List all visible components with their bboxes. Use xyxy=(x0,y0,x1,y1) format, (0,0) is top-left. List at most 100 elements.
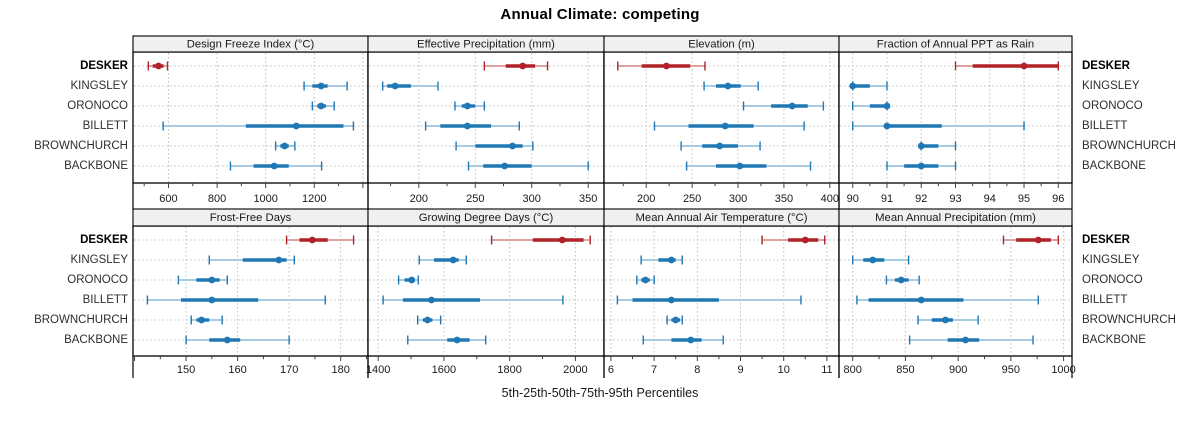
interval-row-billett xyxy=(616,295,802,305)
interval-row-kingsley xyxy=(703,81,759,91)
axis-tick-label: 1800 xyxy=(497,364,521,376)
axis-tick-label: 300 xyxy=(729,193,747,205)
panel-mean-annual-air-temperature-c: Mean Annual Air Temperature (°C) 6 7 8 9 10 11 xyxy=(603,208,840,378)
panel-body xyxy=(838,225,1073,357)
median-point xyxy=(463,122,471,130)
panel-title: Frost-Free Days xyxy=(210,212,292,224)
interval-row-billett xyxy=(424,121,521,131)
interval-row-oronoco xyxy=(636,275,655,285)
interval-row-desker xyxy=(490,235,591,245)
interval-row-backbone xyxy=(229,161,323,171)
axis-tick-label: 8 xyxy=(694,364,700,376)
median-point xyxy=(942,316,949,324)
median-point xyxy=(788,102,796,110)
axis-tick-label: 92 xyxy=(915,193,927,205)
site-label-right-oronoco-row0: ORONOCO xyxy=(1082,100,1143,112)
panel-header xyxy=(838,35,1073,53)
axis-tick-label: 95 xyxy=(1018,193,1030,205)
panel-title: Mean Annual Air Temperature (°C) xyxy=(636,212,808,224)
axis-tick-label: 170 xyxy=(280,364,298,376)
panel-title: Effective Precipitation (mm) xyxy=(417,39,555,51)
median-point xyxy=(1034,236,1042,244)
axis-tick-label: 94 xyxy=(984,193,996,205)
interval-row-billett xyxy=(856,295,1039,305)
panel-title: Design Freeze Index (°C) xyxy=(187,39,315,51)
interval-row-brownchurch xyxy=(666,315,683,325)
axis-tick-label: 180 xyxy=(332,364,350,376)
axis-tick-label: 10 xyxy=(778,364,790,376)
median-point xyxy=(869,256,877,264)
interval-row-oronoco xyxy=(742,101,825,111)
median-point xyxy=(155,62,162,70)
median-point xyxy=(208,276,216,284)
site-label-right-oronoco-row1: ORONOCO xyxy=(1082,274,1143,286)
site-label-left-kingsley-row1: KINGSLEY xyxy=(70,254,128,266)
median-point xyxy=(198,316,205,324)
panel-frost-free-days: Frost-Free Days 150 160 170 180 xyxy=(132,208,369,378)
median-point xyxy=(962,336,969,344)
median-point xyxy=(883,122,891,130)
axis-tick-label: 350 xyxy=(579,193,597,205)
interval-row-desker xyxy=(285,235,355,245)
percentiles-caption: 5th-25th-50th-75th-95th Percentiles xyxy=(501,386,699,400)
site-label-left-desker-row1: DESKER xyxy=(80,234,129,246)
interval-row-billett xyxy=(653,121,805,131)
figure-title: Annual Climate: competing xyxy=(500,6,700,23)
panel-body xyxy=(132,225,369,357)
panel-title: Fraction of Annual PPT as Rain xyxy=(877,39,1034,51)
interval-row-oronoco xyxy=(885,275,920,285)
axis-tick-label: 400 xyxy=(821,193,839,205)
median-point xyxy=(917,296,925,304)
median-point xyxy=(721,122,729,130)
median-point xyxy=(208,296,216,304)
panel-elevation-m: Elevation (m) 200 250 300 350 400 xyxy=(603,35,840,209)
site-label-right-kingsley-row0: KINGSLEY xyxy=(1082,80,1140,92)
axis-tick-label: 1000 xyxy=(1051,364,1075,376)
median-point xyxy=(849,82,857,90)
interval-row-backbone xyxy=(908,335,1034,345)
axis-tick-label: 250 xyxy=(683,193,701,205)
axis-tick-label: 96 xyxy=(1052,193,1064,205)
axis-tick-label: 7 xyxy=(651,364,657,376)
interval-row-billett xyxy=(162,121,355,131)
median-point xyxy=(663,62,670,70)
axis-tick-label: 91 xyxy=(881,193,893,205)
axis-tick-label: 11 xyxy=(821,364,832,376)
median-point xyxy=(724,82,732,90)
interval-row-kingsley xyxy=(640,255,683,265)
panel-body xyxy=(367,51,605,184)
median-point xyxy=(463,102,471,110)
panel-mean-annual-precipitation-mm: Mean Annual Precipitation (mm) 800 850 900 9… xyxy=(838,208,1076,378)
interval-row-brownchurch xyxy=(917,141,957,151)
median-point xyxy=(391,82,399,90)
axis-tick-label: 1600 xyxy=(432,364,456,376)
interval-row-kingsley xyxy=(418,255,467,265)
panel-effective-precipitation-mm: Effective Precipitation (mm) 200 250 300 350 xyxy=(367,35,605,209)
axis-tick-label: 850 xyxy=(896,364,914,376)
interval-row-oronoco xyxy=(311,101,335,111)
median-point xyxy=(501,162,509,170)
panel-body xyxy=(603,225,840,357)
median-point xyxy=(672,316,680,324)
median-point xyxy=(509,142,516,150)
interval-row-billett xyxy=(146,295,326,305)
interval-row-billett xyxy=(382,295,564,305)
interval-row-desker xyxy=(761,235,826,245)
axis-tick-label: 1400 xyxy=(366,364,390,376)
axis-tick-label: 250 xyxy=(466,193,484,205)
interval-row-desker xyxy=(1002,235,1059,245)
panel-title: Elevation (m) xyxy=(688,39,755,51)
site-label-right-backbone-row1: BACKBONE xyxy=(1082,334,1146,346)
axis-tick-label: 6 xyxy=(608,364,614,376)
axis-tick-label: 160 xyxy=(228,364,246,376)
median-point xyxy=(1020,62,1028,70)
site-label-left-backbone-row1: BACKBONE xyxy=(64,334,128,346)
axis-tick-label: 150 xyxy=(177,364,195,376)
interval-row-backbone xyxy=(886,161,957,171)
median-point xyxy=(736,162,744,170)
site-label-right-kingsley-row1: KINGSLEY xyxy=(1082,254,1140,266)
site-label-right-desker-row1: DESKER xyxy=(1082,234,1131,246)
interval-row-oronoco xyxy=(454,101,486,111)
interval-row-brownchurch xyxy=(416,315,442,325)
